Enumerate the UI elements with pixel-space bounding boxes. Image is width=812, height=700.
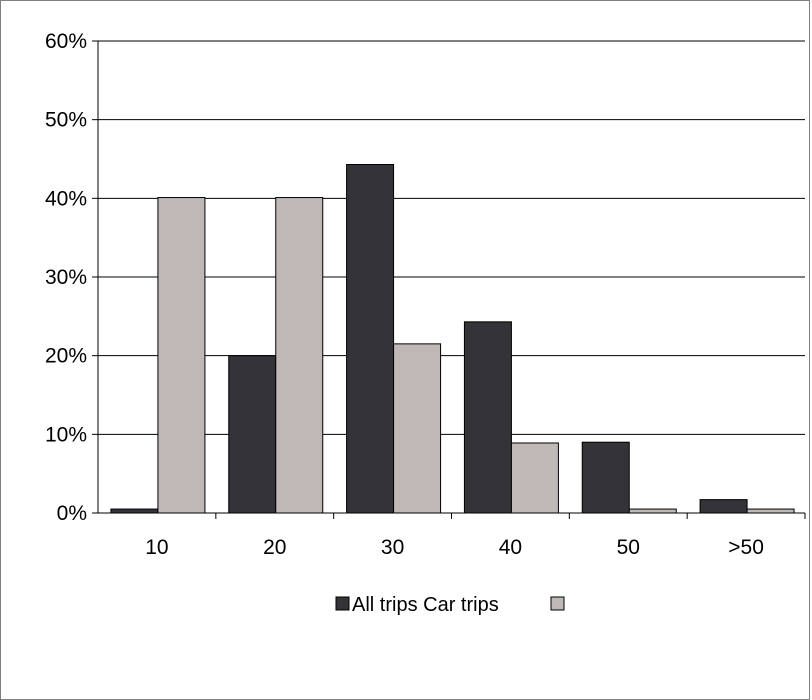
x-tick-label: >50: [728, 536, 764, 559]
legend: All trips Car trips: [335, 594, 565, 616]
y-tick-label: 40%: [45, 187, 87, 210]
x-tick-label: 40: [499, 536, 522, 559]
bar-car-trips: [157, 197, 206, 514]
legend-swatch-car-trips: [550, 596, 565, 611]
legend-text: All trips Car trips: [352, 594, 499, 616]
y-tick-label: 0%: [57, 502, 87, 525]
x-tick-label: 50: [617, 536, 640, 559]
x-tick-label: 30: [381, 536, 404, 559]
bar-all-trips: [346, 164, 395, 514]
legend-swatch-all-trips: [335, 596, 350, 611]
bar-all-trips: [581, 441, 630, 514]
bar-car-trips: [275, 197, 324, 514]
bar-car-trips: [393, 343, 442, 514]
y-tick-label: 10%: [45, 423, 87, 446]
x-tick-label: 20: [263, 536, 286, 559]
bar-chart: 0% 10% 20% 30% 40% 50% 60% 10 20 30 40 50 >50 All tr…: [45, 30, 806, 616]
y-tick-label: 50%: [45, 109, 87, 132]
bars: [110, 164, 795, 514]
x-tick-label: 10: [145, 536, 168, 559]
y-tick-label: 20%: [45, 345, 87, 368]
bar-all-trips: [228, 355, 277, 514]
grid-lines: [98, 40, 805, 435]
y-tick-label: 30%: [45, 266, 87, 289]
axes: 0% 10% 20% 30% 40% 50% 60% 10 20 30 40 50 >50: [45, 30, 806, 559]
y-tick-label: 60%: [45, 30, 87, 53]
